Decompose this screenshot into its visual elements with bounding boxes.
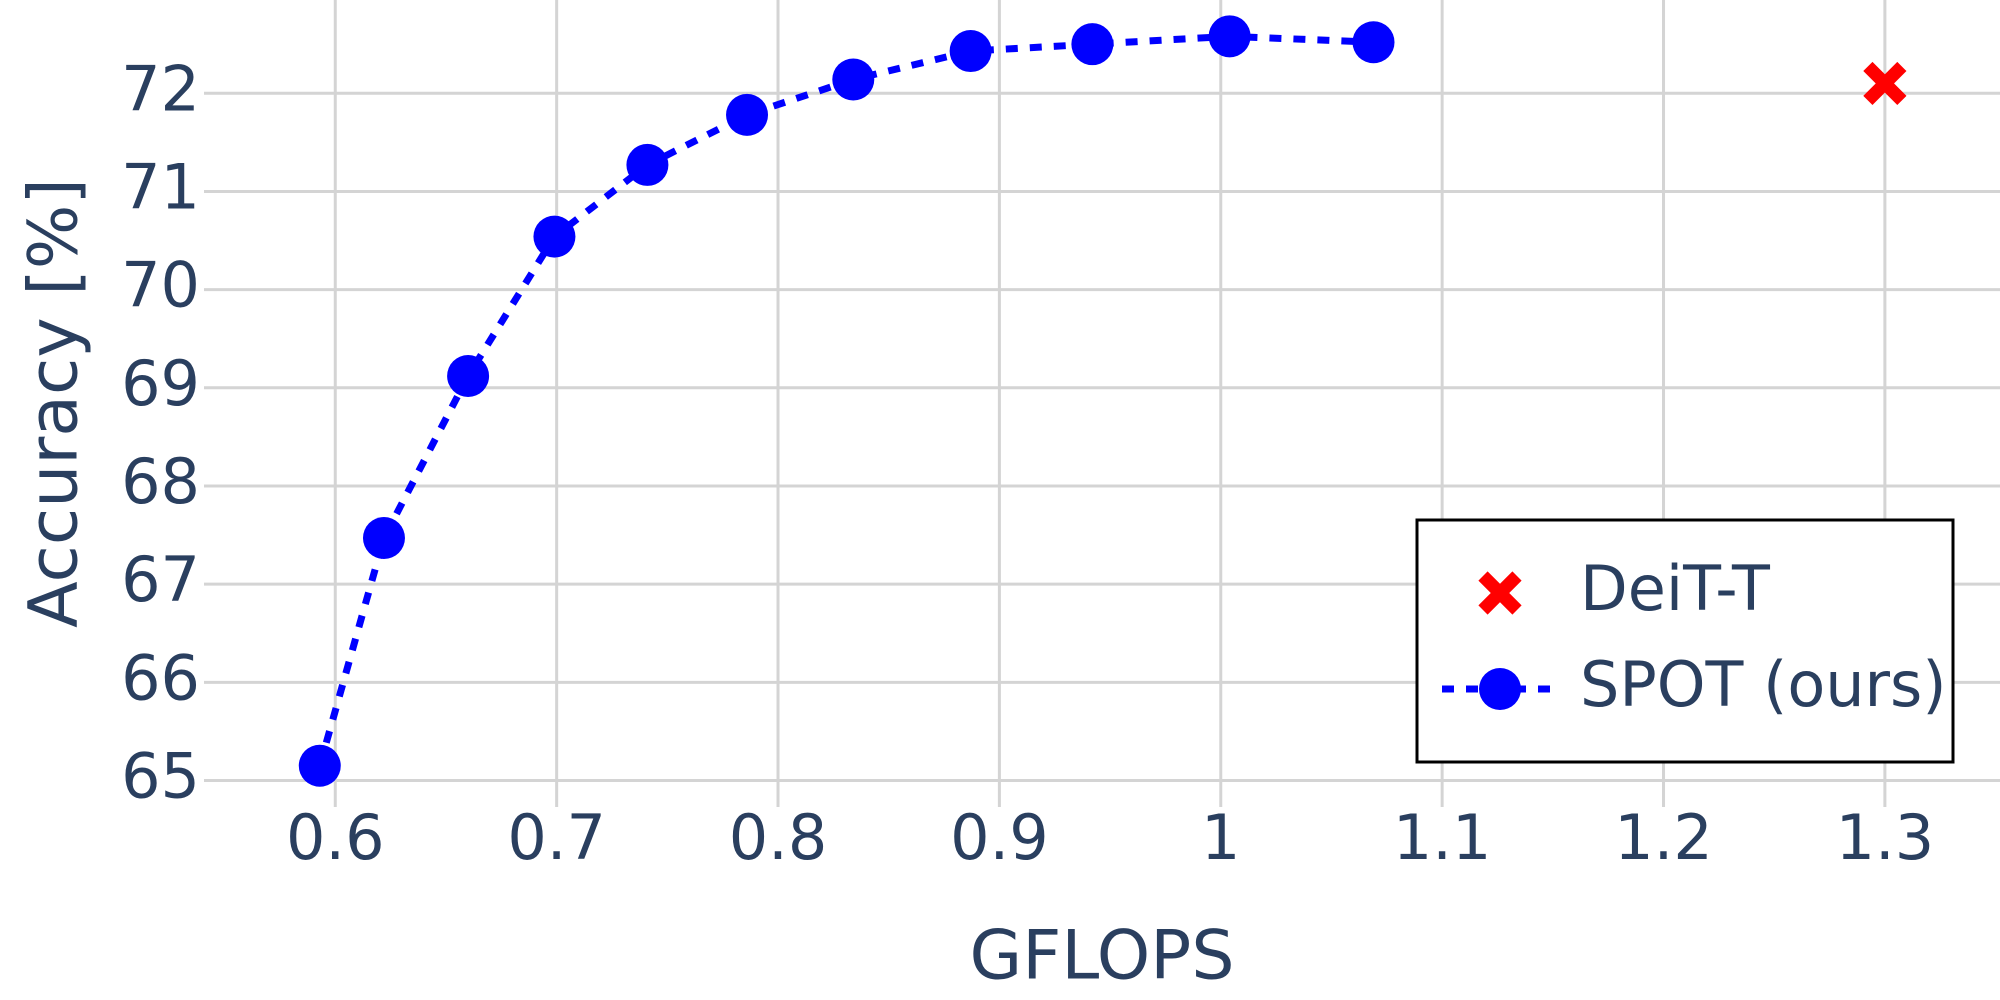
y-tick-label: 67 [121,543,200,616]
x-tick-label: 1 [1201,801,1240,874]
y-tick-label: 71 [121,151,200,224]
legend-box [1415,518,1955,764]
point [949,30,992,73]
point [1352,21,1395,64]
y-tick-label: 65 [121,740,200,813]
point [1208,15,1251,58]
legend-label: DeiT-T [1580,552,1771,625]
x-tick-label: 1.3 [1836,801,1935,874]
x-tick-label: 0.8 [729,801,828,874]
y-tick-label: 70 [121,249,200,322]
x-tick-label: 0.7 [507,801,606,874]
x-tick-label: 0.9 [950,801,1049,874]
point [362,517,405,559]
point [626,143,669,186]
y-tick-label: 72 [121,52,200,125]
y-tick-label: 68 [121,445,200,518]
legend-label: SPOT (ours) [1580,648,1947,721]
point [298,744,341,787]
point [726,93,769,136]
point [533,215,576,258]
point [1863,61,1907,106]
y-axis-title: Accuracy [%] [15,178,94,628]
y-tick-label: 69 [121,347,200,420]
point [447,355,490,398]
x-tick-label: 0.6 [286,801,385,874]
legend: DeiT-T SPOT (ours) [1415,518,1955,764]
x-tick-label: 1.1 [1393,801,1492,874]
series-line [316,32,1374,767]
point [832,58,875,101]
x-axis-title: GFLOPS [970,917,1235,996]
x-tick-label: 1.2 [1614,801,1713,874]
point [1071,23,1114,66]
legend-marker [1479,668,1521,710]
y-tick-label: 66 [121,641,200,714]
legend-marker [1478,571,1522,615]
